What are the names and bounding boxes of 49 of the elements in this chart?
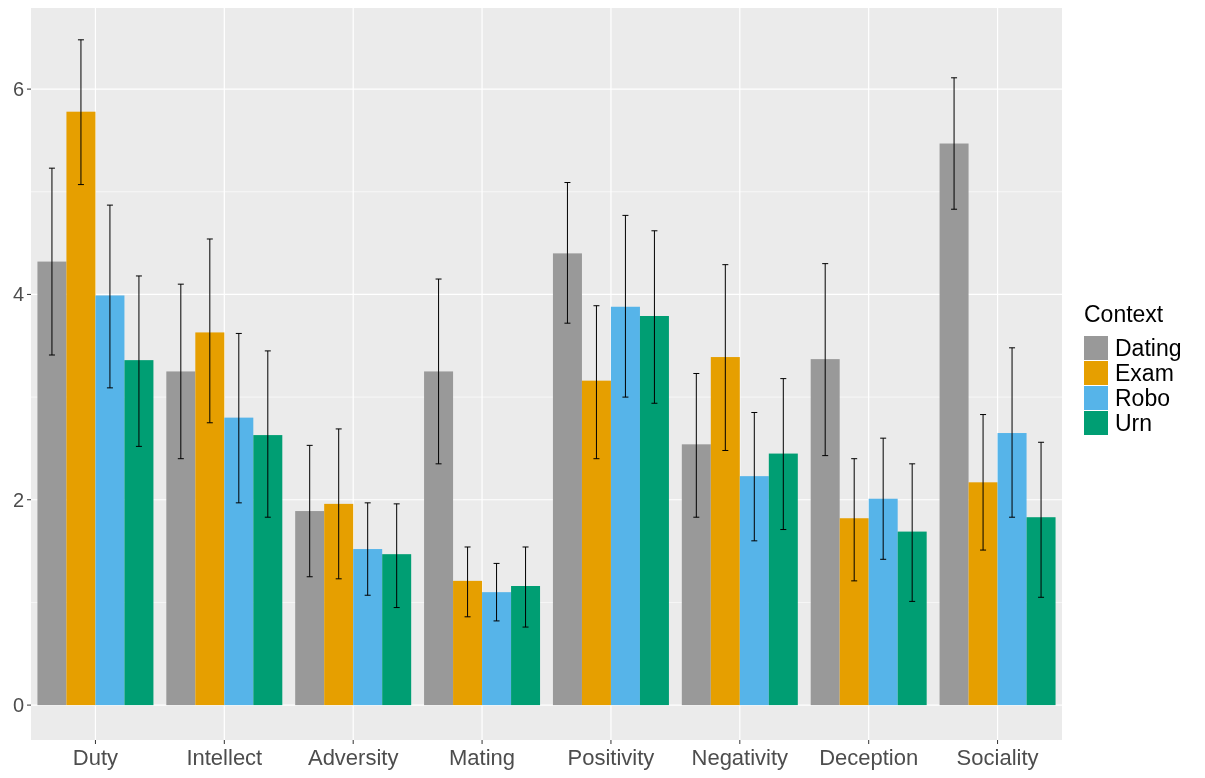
x-tick-label: Deception	[819, 745, 919, 770]
x-tick-label: Intellect	[186, 745, 263, 770]
bar	[552, 253, 582, 706]
bar	[95, 295, 125, 706]
x-tick-label: Negativity	[691, 745, 789, 770]
bar	[810, 359, 840, 706]
bar	[382, 554, 412, 706]
bar	[224, 417, 254, 706]
bar	[353, 549, 383, 706]
bar	[739, 476, 769, 706]
legend-label: Exam	[1115, 360, 1174, 387]
x-tick-label: Duty	[72, 745, 119, 770]
x-tick-label: Sociality	[956, 745, 1039, 770]
x-tick-label: Positivity	[567, 745, 655, 770]
bar	[124, 360, 154, 706]
bar	[968, 482, 998, 706]
x-tick-label: Adversity	[307, 745, 399, 770]
y-tick-label: 0	[12, 694, 24, 717]
bar	[939, 143, 969, 706]
bar	[324, 503, 354, 706]
bar	[1026, 517, 1056, 706]
bar	[639, 315, 669, 706]
bar	[482, 592, 512, 706]
bar	[453, 580, 483, 706]
legend-label: Urn	[1115, 410, 1153, 437]
bar	[295, 511, 325, 706]
bar	[768, 453, 798, 706]
x-tick-label: Mating	[449, 745, 516, 770]
bar	[897, 531, 927, 706]
bar	[253, 435, 283, 706]
bar	[581, 380, 611, 706]
y-tick-label: 2	[12, 488, 24, 511]
bar	[997, 433, 1027, 706]
bar	[610, 306, 640, 706]
y-tick-label: 6	[12, 78, 24, 101]
bar	[37, 261, 67, 706]
bar	[868, 498, 898, 706]
bar	[511, 586, 541, 706]
legend-label: Dating	[1115, 335, 1182, 362]
y-tick-label: 4	[12, 283, 24, 306]
bar	[166, 371, 196, 706]
bar	[195, 332, 225, 706]
legend-label: Robo	[1115, 385, 1170, 412]
bar	[424, 371, 454, 706]
bar	[66, 111, 96, 706]
bar	[839, 518, 869, 706]
legend-title: Context	[1084, 301, 1164, 328]
bar	[681, 444, 711, 706]
bar	[710, 357, 740, 706]
